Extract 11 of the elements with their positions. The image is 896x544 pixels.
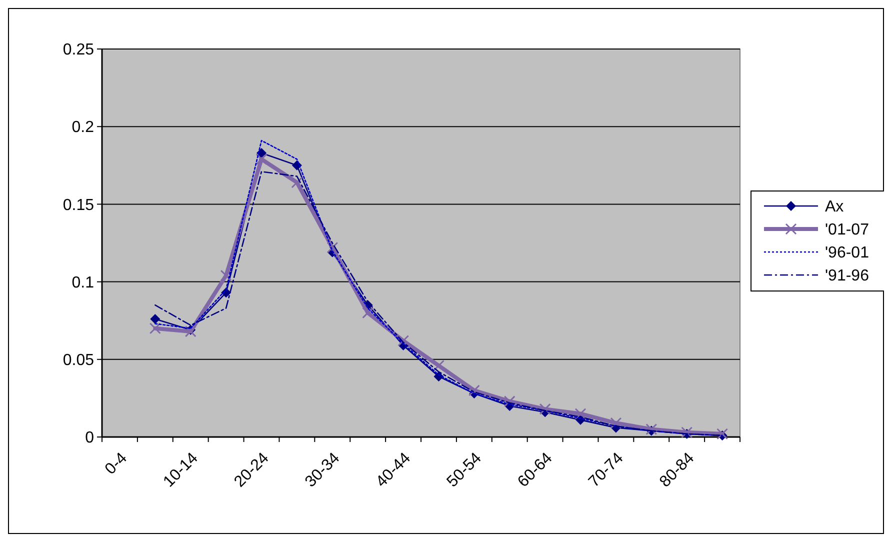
y-tick-label: 0.05 [62,352,94,369]
y-tick-label: 0.2 [72,119,94,136]
legend-label: '91-96 [825,268,870,285]
legend-label: '01-07 [825,222,870,239]
x-tick-label: 0-4 [102,450,131,478]
y-tick-label: 0 [85,430,94,447]
y-tick-label: 0.1 [72,274,94,292]
y-tick-label: 0.15 [62,196,94,214]
legend-label: '96-01 [825,244,870,262]
legend-label: Ax [825,198,844,216]
y-tick-label: 0.25 [62,42,94,59]
